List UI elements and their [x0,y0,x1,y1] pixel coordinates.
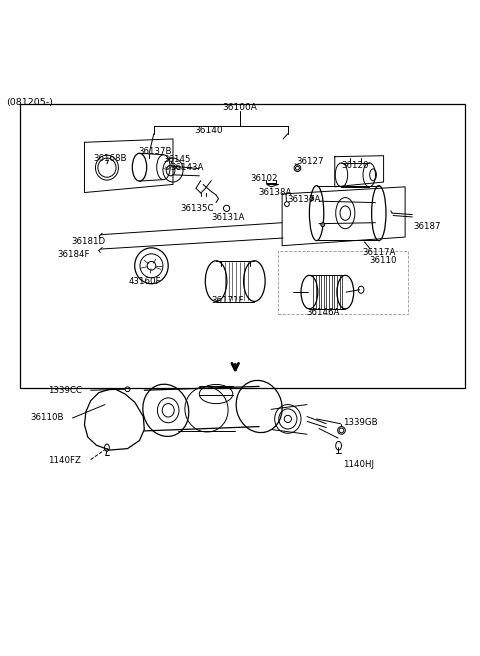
Text: 36117A: 36117A [362,248,396,257]
Bar [20,104,465,388]
Text: 36145: 36145 [163,155,191,164]
Text: 36184F: 36184F [57,251,90,259]
Text: 36127: 36127 [297,157,324,166]
Text: 36110B: 36110B [30,413,64,422]
Text: 36102: 36102 [251,174,278,183]
Text: 36181D: 36181D [72,237,106,247]
Text: 36168B: 36168B [93,154,127,163]
Bar [278,251,408,314]
Text: 43160F: 43160F [129,277,161,285]
Text: 36131A: 36131A [211,213,245,222]
Text: 36137A: 36137A [288,195,321,204]
Ellipse shape [321,222,324,226]
Text: 1140HJ: 1140HJ [343,460,374,469]
Text: 1140FZ: 1140FZ [48,456,81,465]
Text: 36140: 36140 [194,127,223,135]
Text: 36120: 36120 [341,161,369,170]
Text: 36187: 36187 [413,222,441,231]
Text: (081205-): (081205-) [6,98,53,106]
Text: 36146A: 36146A [306,308,339,318]
Text: 1339GB: 1339GB [343,419,378,427]
Text: 36110: 36110 [369,256,397,266]
Text: 36138A: 36138A [258,188,291,197]
Text: 36135C: 36135C [180,204,214,213]
Text: 36137B: 36137B [139,148,172,156]
Text: 36143A: 36143A [170,163,204,172]
Text: 36100A: 36100A [223,104,257,112]
Text: 1339CC: 1339CC [48,386,82,395]
Ellipse shape [310,197,314,201]
Text: 36171F: 36171F [211,296,244,305]
